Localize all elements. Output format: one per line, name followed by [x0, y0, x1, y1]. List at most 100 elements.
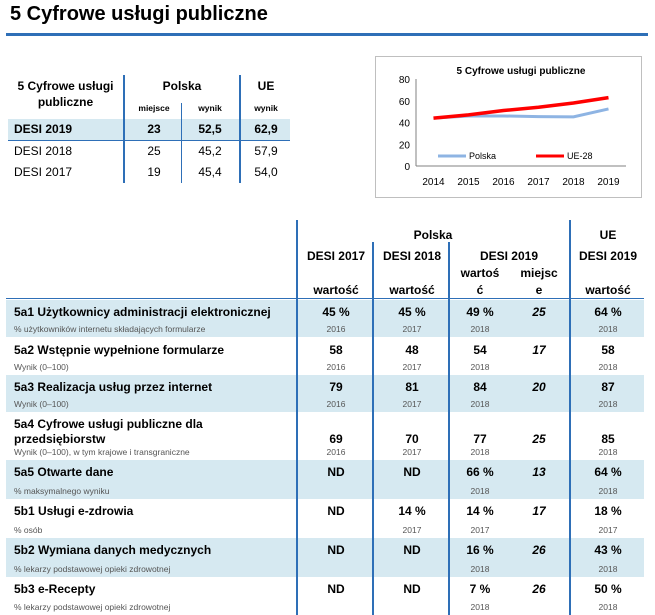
rank-2019: 20: [532, 380, 546, 394]
summary-ue-header: UE: [257, 79, 275, 93]
summary-row: DESI 2017 19 45,4 54,0: [8, 162, 290, 183]
year-2018: 2017: [402, 324, 422, 334]
year-ue: 2017: [598, 525, 618, 535]
year-ue: 2018: [598, 564, 618, 574]
series-line-ue-28: [433, 95, 609, 120]
value-ue: 43 %: [594, 543, 622, 557]
summary-table: 5 Cyfrowe usługi publiczne Polska UE mie…: [8, 75, 290, 183]
year-2019: 2017: [470, 525, 490, 535]
x-tick-label: 2016: [492, 177, 515, 188]
summary-row: DESI 2019 23 52,5 62,9: [8, 119, 290, 140]
line-chart-svg: 5 Cyfrowe usługi publiczne 0 20 40 60 80 2014 2…: [399, 66, 626, 188]
y-tick-label: 0: [404, 162, 410, 173]
year-ue: 2018: [598, 602, 618, 612]
indicator-unit: % lekarzy podstawowej opieki zdrowotnej: [14, 602, 171, 612]
value-2019: 54: [473, 343, 487, 357]
value-2017: 58: [329, 343, 343, 357]
indicator-unit: % osób: [14, 525, 43, 535]
x-tick-label: 2017: [527, 177, 550, 188]
year-ue: 2018: [598, 447, 618, 457]
year-ue: 2018: [598, 399, 618, 409]
big-desi2017-header: DESI 2017: [306, 249, 366, 263]
value-2019: 84: [473, 380, 487, 394]
year-2019: 2018: [470, 362, 490, 372]
big-divider: [296, 220, 298, 615]
big-polska-header: Polska: [413, 228, 453, 242]
legend-label-polska: Polska: [469, 151, 496, 161]
summary-wynik-header: wynik: [198, 103, 222, 113]
summary-wynik-ue-header: wynik: [254, 103, 278, 113]
indicator-label: 5b3 e-Recepty: [14, 582, 96, 596]
value-ue: 85: [601, 432, 615, 446]
value-2018: 45 %: [398, 305, 426, 319]
indicator-unit: % maksymalnego wyniku: [14, 486, 110, 496]
summary-divider: [8, 140, 290, 141]
summary-divider: [239, 75, 241, 183]
indicator-row: [6, 460, 644, 499]
value-2017: ND: [327, 465, 345, 479]
indicator-label: 5a4 Cyfrowe usługi publiczne dla: [14, 417, 203, 431]
value-2017: 45 %: [322, 305, 350, 319]
indicator-label: 5a3 Realizacja usług przez internet: [14, 380, 213, 394]
big-header-divider: [6, 298, 644, 299]
year-2018: 2017: [402, 525, 422, 535]
summary-miejsce-header: miejsce: [138, 103, 170, 113]
value-2019: 7 %: [469, 582, 491, 596]
summary-divider: [123, 75, 125, 183]
summary-label-header-1: 5 Cyfrowe usługi: [17, 79, 114, 93]
x-tick-label: 2015: [457, 177, 480, 188]
indicator-unit: Wynik (0–100): [14, 399, 69, 409]
summary-row: DESI 2018 25 45,2 57,9: [8, 141, 290, 162]
indicator-row: [6, 538, 644, 577]
x-tick-label: 2014: [422, 177, 445, 188]
big-wartosc-ue: wartość: [585, 283, 631, 297]
value-2017: ND: [327, 504, 345, 518]
year-2019: 2018: [470, 399, 490, 409]
value-2018: 14 %: [398, 504, 426, 518]
y-tick-label: 20: [399, 140, 411, 151]
summary-row-ue: 57,9: [254, 144, 278, 158]
indicator-unit: Wynik (0–100): [14, 362, 69, 372]
summary-label-header-2: publiczne: [37, 95, 94, 109]
big-divider: [448, 242, 450, 615]
year-ue: 2018: [598, 362, 618, 372]
big-wartosc-2018: wartość: [389, 283, 435, 297]
indicator-unit: % użytkowników internetu składających fo…: [14, 324, 206, 334]
big-miejsce-l2: e: [535, 283, 543, 297]
year-2019: 2018: [470, 564, 490, 574]
year-2017: 2016: [326, 447, 346, 457]
value-2019: 77: [473, 432, 487, 446]
value-2017: 69: [329, 432, 343, 446]
year-2017: 2016: [326, 324, 346, 334]
value-ue: 18 %: [594, 504, 622, 518]
line-chart: 5 Cyfrowe usługi publiczne 0 20 40 60 80 2014 2…: [375, 56, 642, 198]
indicator-label: 5b2 Wymiana danych medycznych: [14, 543, 212, 557]
value-2018: ND: [403, 582, 421, 596]
value-2018: 48: [405, 343, 419, 357]
year-2018: 2017: [402, 447, 422, 457]
rank-2019: 26: [532, 582, 546, 596]
indicator-table: Polska UE DESI 2017 DESI 2018 DESI 2019 …: [0, 220, 655, 615]
summary-polska-header: Polska: [162, 79, 202, 93]
chart-title: 5 Cyfrowe usługi publiczne: [457, 66, 586, 77]
title-divider: [6, 33, 648, 36]
y-tick-label: 40: [399, 119, 411, 130]
year-2017: 2016: [326, 399, 346, 409]
indicator-unit: % lekarzy podstawowej opieki zdrowotnej: [14, 564, 171, 574]
x-tick-label: 2018: [562, 177, 585, 188]
x-tick-label: 2019: [597, 177, 620, 188]
rank-2019: 17: [532, 343, 546, 357]
value-2017: ND: [327, 582, 345, 596]
summary-row-miejsce: 19: [147, 165, 161, 179]
indicator-row: [6, 375, 644, 412]
y-tick-label: 80: [399, 75, 411, 86]
year-2019: 2018: [470, 486, 490, 496]
year-2018: 2017: [402, 399, 422, 409]
value-ue: 64 %: [594, 305, 622, 319]
summary-divider: [181, 103, 182, 183]
value-2018: 70: [405, 432, 419, 446]
value-2019: 16 %: [466, 543, 494, 557]
big-desi2019-header: DESI 2019: [479, 249, 539, 263]
indicator-label: 5b1 Usługi e-zdrowia: [14, 504, 134, 518]
year-2019: 2018: [470, 324, 490, 334]
